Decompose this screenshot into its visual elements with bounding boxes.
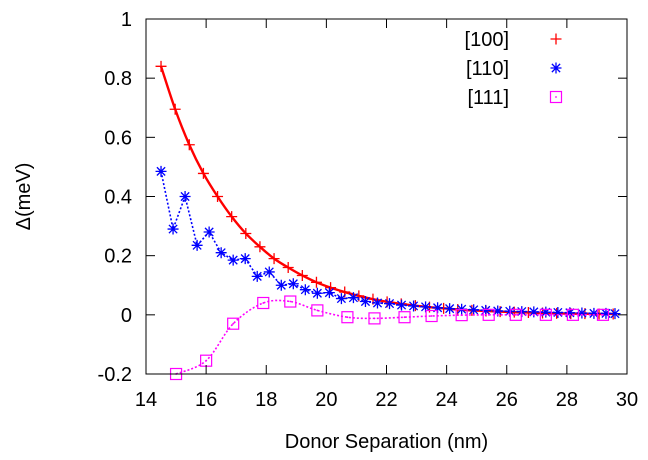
data-point	[425, 309, 438, 323]
data-point	[588, 307, 600, 319]
y-tick-label: 0.4	[104, 187, 132, 209]
x-tick-label: 20	[315, 389, 337, 411]
y-axis-title: Δ(meV)	[13, 163, 35, 231]
series-2	[155, 165, 621, 320]
data-point	[169, 103, 181, 115]
data-point	[226, 211, 238, 223]
data-point	[212, 191, 224, 202]
data-point	[183, 139, 195, 151]
data-point	[528, 306, 540, 318]
legend-label: [100]	[465, 29, 509, 51]
data-point	[552, 306, 564, 318]
data-point	[227, 254, 239, 266]
data-point	[371, 297, 383, 309]
data-point	[540, 306, 552, 318]
x-tick-label: 14	[135, 389, 157, 411]
data-point	[167, 223, 179, 235]
data-point	[509, 308, 522, 321]
data-point	[282, 262, 294, 273]
series-line	[175, 299, 603, 375]
data-point	[600, 307, 612, 319]
y-tick-label: 0.2	[104, 246, 132, 268]
data-point	[596, 308, 610, 321]
data-point	[311, 304, 324, 317]
series-line	[160, 171, 616, 315]
data-point	[200, 354, 213, 367]
data-point	[215, 247, 227, 259]
y-tick-label: 0	[121, 305, 132, 327]
series-line	[159, 65, 614, 316]
data-point	[432, 302, 444, 314]
series-3	[169, 295, 610, 381]
y-tick-label: 1	[121, 9, 132, 31]
data-point	[227, 317, 240, 330]
data-point	[155, 60, 167, 72]
data-point	[155, 165, 167, 177]
series-1	[155, 60, 619, 320]
data-point	[420, 301, 432, 313]
ticks-layer: 14 16 18 20 22 24 26 28 30 -0.2 0 0.2 0.4 0.6 0.8 1	[98, 9, 639, 411]
data-point	[299, 284, 311, 296]
data-point	[254, 241, 266, 253]
y-tick-label: 0.6	[104, 127, 132, 149]
data-point	[287, 278, 299, 290]
x-axis-title: Donor Separation (nm)	[285, 431, 488, 453]
data-point	[323, 287, 335, 299]
data-point	[408, 300, 420, 312]
data-point	[341, 311, 354, 324]
x-tick-label: 30	[616, 389, 638, 411]
x-tick-label: 18	[255, 389, 277, 411]
series-layer	[155, 60, 621, 381]
data-point	[564, 307, 576, 319]
data-point	[468, 304, 480, 316]
legend-marker	[550, 33, 562, 45]
data-point	[239, 253, 251, 265]
x-tick-label: 24	[436, 389, 458, 411]
data-point	[368, 312, 381, 325]
data-point	[179, 191, 191, 202]
data-point	[455, 309, 468, 322]
data-point	[251, 270, 263, 282]
legend-label: [110]	[466, 58, 509, 80]
y-tick-label: 0.8	[104, 68, 132, 90]
data-point	[275, 279, 287, 291]
x-tick-label: 28	[556, 389, 578, 411]
data-point	[203, 226, 215, 238]
data-point	[492, 305, 504, 317]
x-tick-label: 26	[496, 389, 518, 411]
data-point	[347, 292, 359, 304]
data-point	[284, 295, 297, 308]
data-point	[396, 299, 408, 311]
data-point	[480, 304, 492, 316]
legend: [100] [110] [111]	[465, 29, 563, 109]
data-point	[197, 167, 209, 179]
data-point	[311, 287, 323, 299]
x-tick-label: 22	[375, 389, 397, 411]
data-point	[359, 296, 371, 308]
data-point	[263, 266, 275, 278]
data-point	[296, 269, 308, 281]
data-point	[539, 308, 552, 321]
data-point	[566, 308, 579, 321]
data-point	[240, 227, 252, 239]
data-point	[335, 293, 347, 305]
x-tick-label: 16	[195, 389, 217, 411]
y-tick-label: -0.2	[98, 364, 132, 386]
data-point	[398, 311, 411, 324]
data-point	[444, 303, 456, 315]
legend-label: [111]	[467, 87, 509, 109]
data-point	[482, 308, 495, 321]
data-point	[384, 298, 396, 310]
data-point	[310, 276, 322, 288]
legend-marker	[549, 90, 563, 104]
data-point	[191, 239, 203, 251]
data-point	[268, 253, 280, 265]
legend-marker	[550, 62, 562, 74]
data-point	[609, 308, 621, 320]
data-point	[257, 296, 270, 310]
data-point	[576, 307, 588, 319]
